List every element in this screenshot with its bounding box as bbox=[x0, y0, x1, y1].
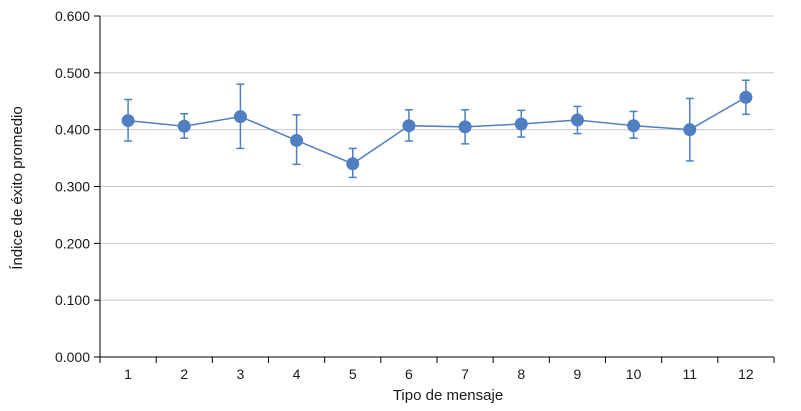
x-tick-label: 12 bbox=[738, 366, 754, 382]
y-axis-title: Índice de éxito promedio bbox=[9, 106, 26, 269]
x-tick-label: 8 bbox=[517, 366, 525, 382]
data-series bbox=[121, 79, 753, 179]
y-tick-label: 0.100 bbox=[55, 292, 90, 308]
data-point bbox=[570, 113, 584, 127]
y-tick-label: 0.600 bbox=[55, 8, 90, 24]
series-line bbox=[128, 96, 747, 165]
x-tick-label: 9 bbox=[574, 366, 582, 382]
data-point bbox=[683, 123, 697, 137]
x-tick-label: 1 bbox=[124, 366, 132, 382]
gridlines bbox=[100, 15, 774, 301]
x-tick-label: 10 bbox=[626, 366, 642, 382]
y-tick-label: 0.200 bbox=[55, 235, 90, 251]
data-point bbox=[514, 117, 528, 131]
x-tick-label: 5 bbox=[349, 366, 357, 382]
x-tick-label: 3 bbox=[237, 366, 245, 382]
y-tick-label: 0.400 bbox=[55, 122, 90, 138]
y-tick-label: 0.300 bbox=[55, 179, 90, 195]
data-point bbox=[121, 114, 135, 128]
data-point bbox=[290, 133, 304, 147]
x-tick-label: 4 bbox=[293, 366, 301, 382]
x-axis-title: Tipo de mensaje bbox=[393, 387, 503, 404]
x-tick-label: 11 bbox=[682, 366, 697, 382]
data-point bbox=[458, 120, 472, 134]
data-point bbox=[346, 157, 360, 171]
x-tick-label: 7 bbox=[461, 366, 469, 382]
axes bbox=[94, 15, 775, 363]
data-point bbox=[177, 119, 191, 133]
data-point bbox=[627, 119, 641, 133]
data-point bbox=[739, 90, 753, 104]
x-tick-label: 6 bbox=[405, 366, 413, 382]
y-tick-label: 0.000 bbox=[55, 349, 90, 365]
x-tick-label: 2 bbox=[180, 366, 188, 382]
data-point bbox=[402, 119, 416, 133]
y-tick-label: 0.500 bbox=[55, 65, 90, 81]
data-point bbox=[233, 110, 247, 124]
